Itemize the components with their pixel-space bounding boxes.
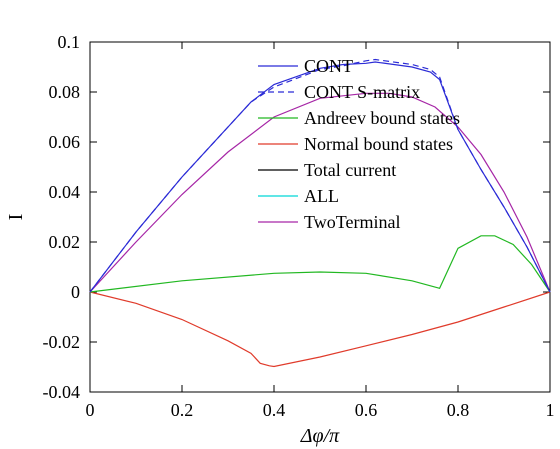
x-axis-label: Δφ/π (300, 425, 340, 447)
x-tick-label: 0.8 (447, 400, 470, 420)
x-tick-label: 0 (86, 400, 95, 420)
legend-label-cont-s-matrix: CONT S-matrix (304, 82, 420, 102)
y-tick-label: 0.02 (49, 232, 81, 252)
y-axis-label: I (5, 214, 27, 221)
legend-label-twoterminal: TwoTerminal (304, 212, 400, 232)
series-line-cont (89, 61, 551, 293)
legend-label-cont: CONT (304, 56, 353, 76)
legend-label-all: ALL (304, 186, 339, 206)
legend-label-normal-bound-states: Normal bound states (304, 134, 453, 154)
y-tick-label: 0.06 (49, 132, 81, 152)
series-line-twoterminal (89, 92, 551, 293)
y-tick-label: 0.1 (58, 32, 81, 52)
x-tick-label: 0.2 (171, 400, 194, 420)
legend: CONT CONT S-matrix Andreev bound states Nor… (258, 56, 460, 232)
legend-label-andreev-bound-states: Andreev bound states (304, 108, 460, 128)
y-tick-label: -0.02 (43, 332, 81, 352)
legend-label-total-current: Total current (304, 160, 396, 180)
x-tick-label: 0.4 (263, 400, 286, 420)
axis-tick-labels: 0 0.2 0.4 0.6 0.8 1 -0.04 -0.02 0 0.02 0.04 0.06 0.0… (43, 32, 555, 420)
x-tick-label: 0.6 (355, 400, 378, 420)
plot-frame (89, 41, 551, 393)
x-tick-label: 1 (546, 400, 555, 420)
series-layer (89, 58, 551, 368)
y-tick-label: 0 (71, 282, 80, 302)
series-line-andreev-bound-states (89, 235, 551, 293)
y-tick-label: 0.08 (49, 82, 81, 102)
y-tick-label: -0.04 (43, 382, 81, 402)
series-line-normal-bound-states (89, 291, 551, 368)
y-tick-label: 0.04 (49, 182, 81, 202)
